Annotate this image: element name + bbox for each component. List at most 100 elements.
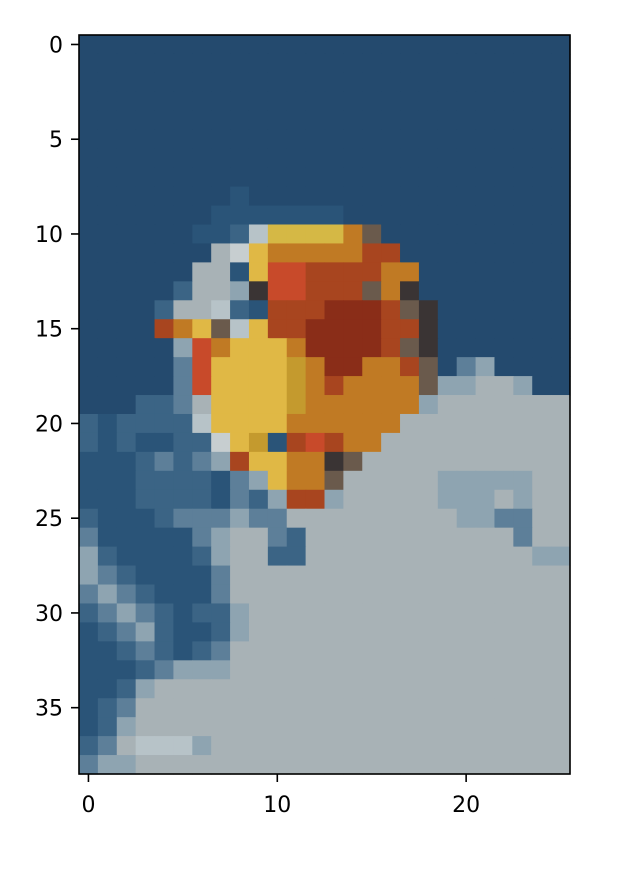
heatmap-cell: [475, 167, 496, 188]
heatmap-cell: [475, 451, 496, 472]
heatmap-cell: [456, 698, 477, 718]
heatmap-cell: [192, 110, 212, 131]
heatmap-cell: [437, 357, 458, 377]
heatmap-cell: [362, 376, 382, 396]
heatmap-cell: [324, 432, 344, 453]
heatmap-cell: [456, 603, 477, 624]
heatmap-cell: [211, 641, 231, 661]
heatmap-cell: [305, 91, 326, 112]
heatmap-cell: [551, 186, 571, 207]
heatmap-cell: [79, 338, 99, 358]
heatmap-cell: [456, 110, 477, 131]
heatmap-cell: [116, 660, 137, 680]
heatmap-cell: [494, 319, 514, 339]
heatmap-cell: [475, 205, 496, 226]
heatmap-cell: [211, 357, 231, 377]
heatmap-cell: [418, 319, 439, 339]
heatmap-cell: [97, 129, 118, 150]
heatmap-cell: [475, 148, 496, 169]
heatmap-cell: [230, 167, 250, 188]
heatmap-cell: [475, 584, 496, 605]
heatmap-cell: [400, 224, 420, 245]
heatmap-cell: [154, 413, 175, 434]
heatmap-cell: [248, 395, 269, 415]
heatmap-cell: [418, 432, 439, 453]
heatmap-cell: [551, 129, 571, 150]
heatmap-cell: [116, 110, 137, 131]
heatmap-cell: [248, 243, 269, 263]
heatmap-cell: [494, 35, 514, 55]
heatmap-cell: [267, 148, 288, 169]
heatmap-cell: [494, 622, 514, 642]
heatmap-cell: [343, 35, 363, 55]
heatmap-cell: [324, 110, 344, 131]
heatmap-cell: [211, 451, 231, 472]
heatmap-cell: [286, 110, 307, 131]
heatmap-cell: [135, 395, 156, 415]
heatmap-cell: [116, 679, 137, 699]
heatmap-cell: [248, 546, 269, 567]
heatmap-cell: [381, 432, 401, 453]
heatmap-cell: [267, 224, 288, 245]
heatmap-cell: [532, 603, 552, 624]
heatmap-cell: [116, 527, 137, 548]
heatmap-cell: [456, 413, 477, 434]
heatmap-cell: [513, 603, 533, 624]
heatmap-cell: [192, 584, 212, 605]
heatmap-cell: [475, 565, 496, 586]
heatmap-cell: [532, 338, 552, 358]
heatmap-cell: [79, 470, 99, 491]
heatmap-cell: [494, 224, 514, 245]
heatmap-cell: [116, 395, 137, 415]
heatmap-cell: [362, 281, 382, 301]
heatmap-cell: [532, 72, 552, 93]
heatmap-cell: [437, 300, 458, 320]
heatmap-cell: [211, 91, 231, 112]
heatmap-cell: [324, 641, 344, 661]
heatmap-cell: [494, 167, 514, 188]
heatmap-cell: [79, 357, 99, 377]
heatmap-cell: [305, 603, 326, 624]
heatmap-cell: [305, 243, 326, 263]
heatmap-cell: [116, 546, 137, 567]
heatmap-cell: [362, 167, 382, 188]
heatmap-cell: [551, 660, 571, 680]
heatmap-cell: [192, 148, 212, 169]
heatmap-cell: [305, 300, 326, 320]
heatmap-cell: [211, 432, 231, 453]
heatmap-cell: [551, 717, 571, 737]
heatmap-cell: [456, 224, 477, 245]
heatmap-cell: [400, 660, 420, 680]
heatmap-cell: [135, 736, 156, 756]
heatmap-cell: [456, 660, 477, 680]
heatmap-cell: [400, 508, 420, 529]
heatmap-cell: [551, 432, 571, 453]
heatmap-cell: [437, 470, 458, 491]
heatmap-cell: [79, 717, 99, 737]
heatmap-cell: [400, 736, 420, 756]
heatmap-cell: [532, 717, 552, 737]
heatmap-cell: [135, 300, 156, 320]
heatmap-cell: [192, 262, 212, 282]
heatmap-cell: [192, 698, 212, 718]
heatmap-cell: [79, 451, 99, 472]
heatmap-cell: [551, 508, 571, 529]
heatmap-cell: [79, 167, 99, 188]
heatmap-cell: [494, 432, 514, 453]
heatmap-cell: [532, 53, 552, 74]
heatmap-cell: [267, 622, 288, 642]
heatmap-cell: [494, 91, 514, 112]
heatmap-cell: [192, 35, 212, 55]
heatmap-cell: [418, 262, 439, 282]
heatmap-cell: [230, 736, 250, 756]
heatmap-cell: [267, 755, 288, 775]
heatmap-cell: [267, 167, 288, 188]
heatmap-cell: [551, 281, 571, 301]
heatmap-cell: [343, 357, 363, 377]
heatmap-cell: [494, 451, 514, 472]
heatmap-cell: [456, 565, 477, 586]
heatmap-cell: [400, 622, 420, 642]
heatmap-cell: [135, 224, 156, 245]
heatmap-cell: [211, 755, 231, 775]
heatmap-cell: [362, 205, 382, 226]
